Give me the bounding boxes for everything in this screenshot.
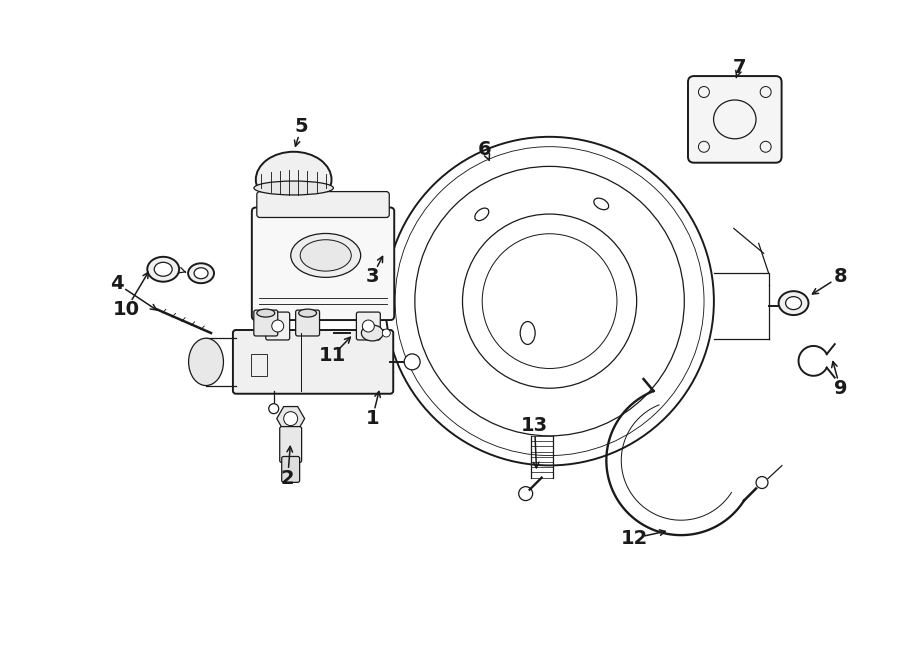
Text: 5: 5 bbox=[295, 118, 309, 136]
Text: 12: 12 bbox=[621, 529, 648, 547]
Circle shape bbox=[363, 320, 374, 332]
FancyBboxPatch shape bbox=[356, 312, 381, 340]
Ellipse shape bbox=[786, 297, 802, 309]
Ellipse shape bbox=[189, 338, 223, 385]
FancyBboxPatch shape bbox=[280, 426, 302, 463]
Circle shape bbox=[272, 320, 284, 332]
Text: 4: 4 bbox=[110, 274, 123, 293]
Ellipse shape bbox=[778, 291, 808, 315]
Circle shape bbox=[269, 404, 279, 414]
Circle shape bbox=[284, 412, 298, 426]
Text: 10: 10 bbox=[112, 299, 140, 319]
Ellipse shape bbox=[148, 257, 179, 282]
FancyBboxPatch shape bbox=[266, 312, 290, 340]
Text: 1: 1 bbox=[365, 409, 379, 428]
FancyBboxPatch shape bbox=[688, 76, 781, 163]
FancyBboxPatch shape bbox=[233, 330, 393, 394]
FancyBboxPatch shape bbox=[252, 208, 394, 320]
Text: 3: 3 bbox=[365, 267, 379, 286]
Circle shape bbox=[404, 354, 420, 370]
Ellipse shape bbox=[154, 262, 172, 276]
Ellipse shape bbox=[194, 268, 208, 279]
FancyBboxPatch shape bbox=[254, 310, 278, 336]
Text: 11: 11 bbox=[319, 346, 346, 366]
Circle shape bbox=[382, 329, 391, 337]
FancyBboxPatch shape bbox=[282, 457, 300, 483]
FancyBboxPatch shape bbox=[296, 310, 320, 336]
Ellipse shape bbox=[291, 233, 361, 278]
Ellipse shape bbox=[299, 309, 317, 317]
Ellipse shape bbox=[301, 240, 351, 271]
Polygon shape bbox=[276, 407, 304, 431]
Ellipse shape bbox=[254, 181, 333, 195]
Ellipse shape bbox=[188, 263, 214, 283]
FancyBboxPatch shape bbox=[256, 192, 390, 217]
Ellipse shape bbox=[256, 309, 274, 317]
Text: 9: 9 bbox=[833, 379, 847, 399]
Ellipse shape bbox=[362, 325, 383, 341]
Text: 8: 8 bbox=[833, 267, 847, 286]
Ellipse shape bbox=[256, 152, 331, 208]
Text: 2: 2 bbox=[281, 469, 294, 488]
Text: 7: 7 bbox=[733, 58, 746, 77]
Text: 6: 6 bbox=[478, 140, 491, 159]
Text: 13: 13 bbox=[521, 416, 548, 435]
Bar bbox=[251, 354, 266, 376]
